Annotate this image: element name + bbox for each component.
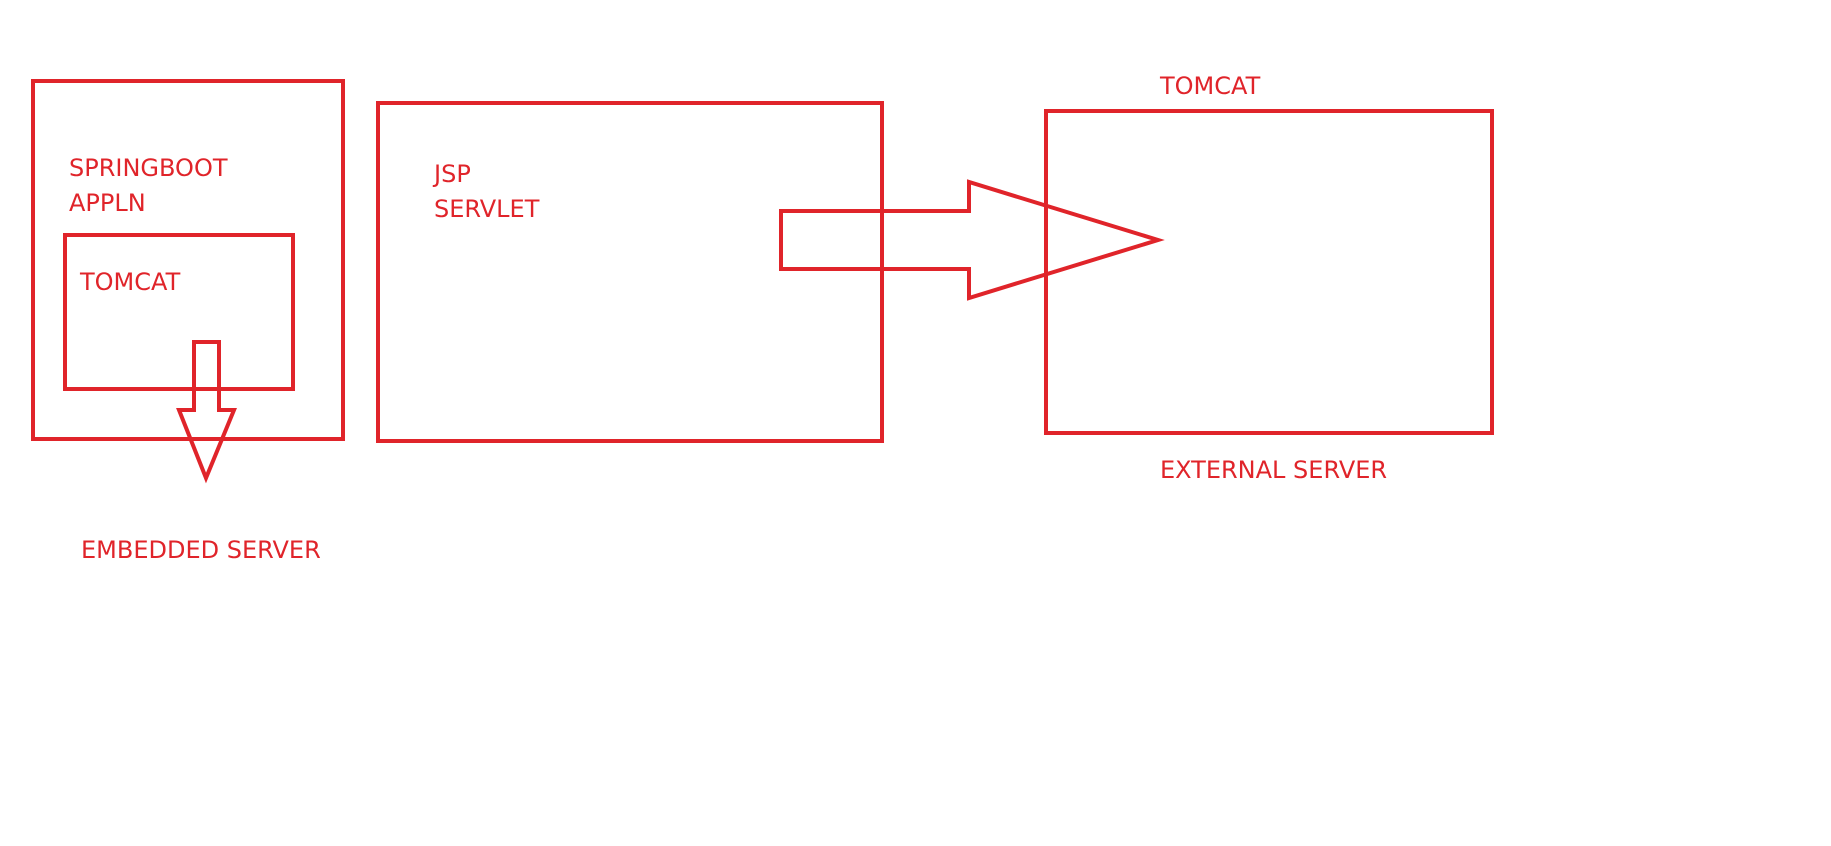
servlet-label: SERVLET: [434, 195, 540, 223]
springboot-app-box: [31, 79, 345, 441]
external-tomcat-label: TOMCAT: [1159, 72, 1261, 100]
external-tomcat-box: [1044, 109, 1494, 435]
embedded-server-label: EMBEDDED SERVER: [81, 536, 321, 564]
embedded-tomcat-box: [63, 233, 295, 391]
embedded-down-arrow: [176, 340, 237, 484]
external-server-label: EXTERNAL SERVER: [1160, 456, 1387, 484]
springboot-app-label-line1: SPRINGBOOT: [69, 154, 228, 182]
jsp-servlet-group: JSP SERVLET: [376, 101, 884, 443]
jsp-label: JSP: [432, 160, 471, 188]
external-tomcat-group: TOMCAT EXTERNAL SERVER: [1044, 72, 1494, 484]
deploy-right-arrow: [779, 179, 1165, 301]
springboot-app-label-line2: APPLN: [69, 189, 146, 217]
jsp-servlet-box: [376, 101, 884, 443]
embedded-tomcat-label: TOMCAT: [79, 268, 181, 296]
springboot-app-group: SPRINGBOOT APPLN TOMCAT EMBEDDED SERVER: [31, 79, 345, 564]
